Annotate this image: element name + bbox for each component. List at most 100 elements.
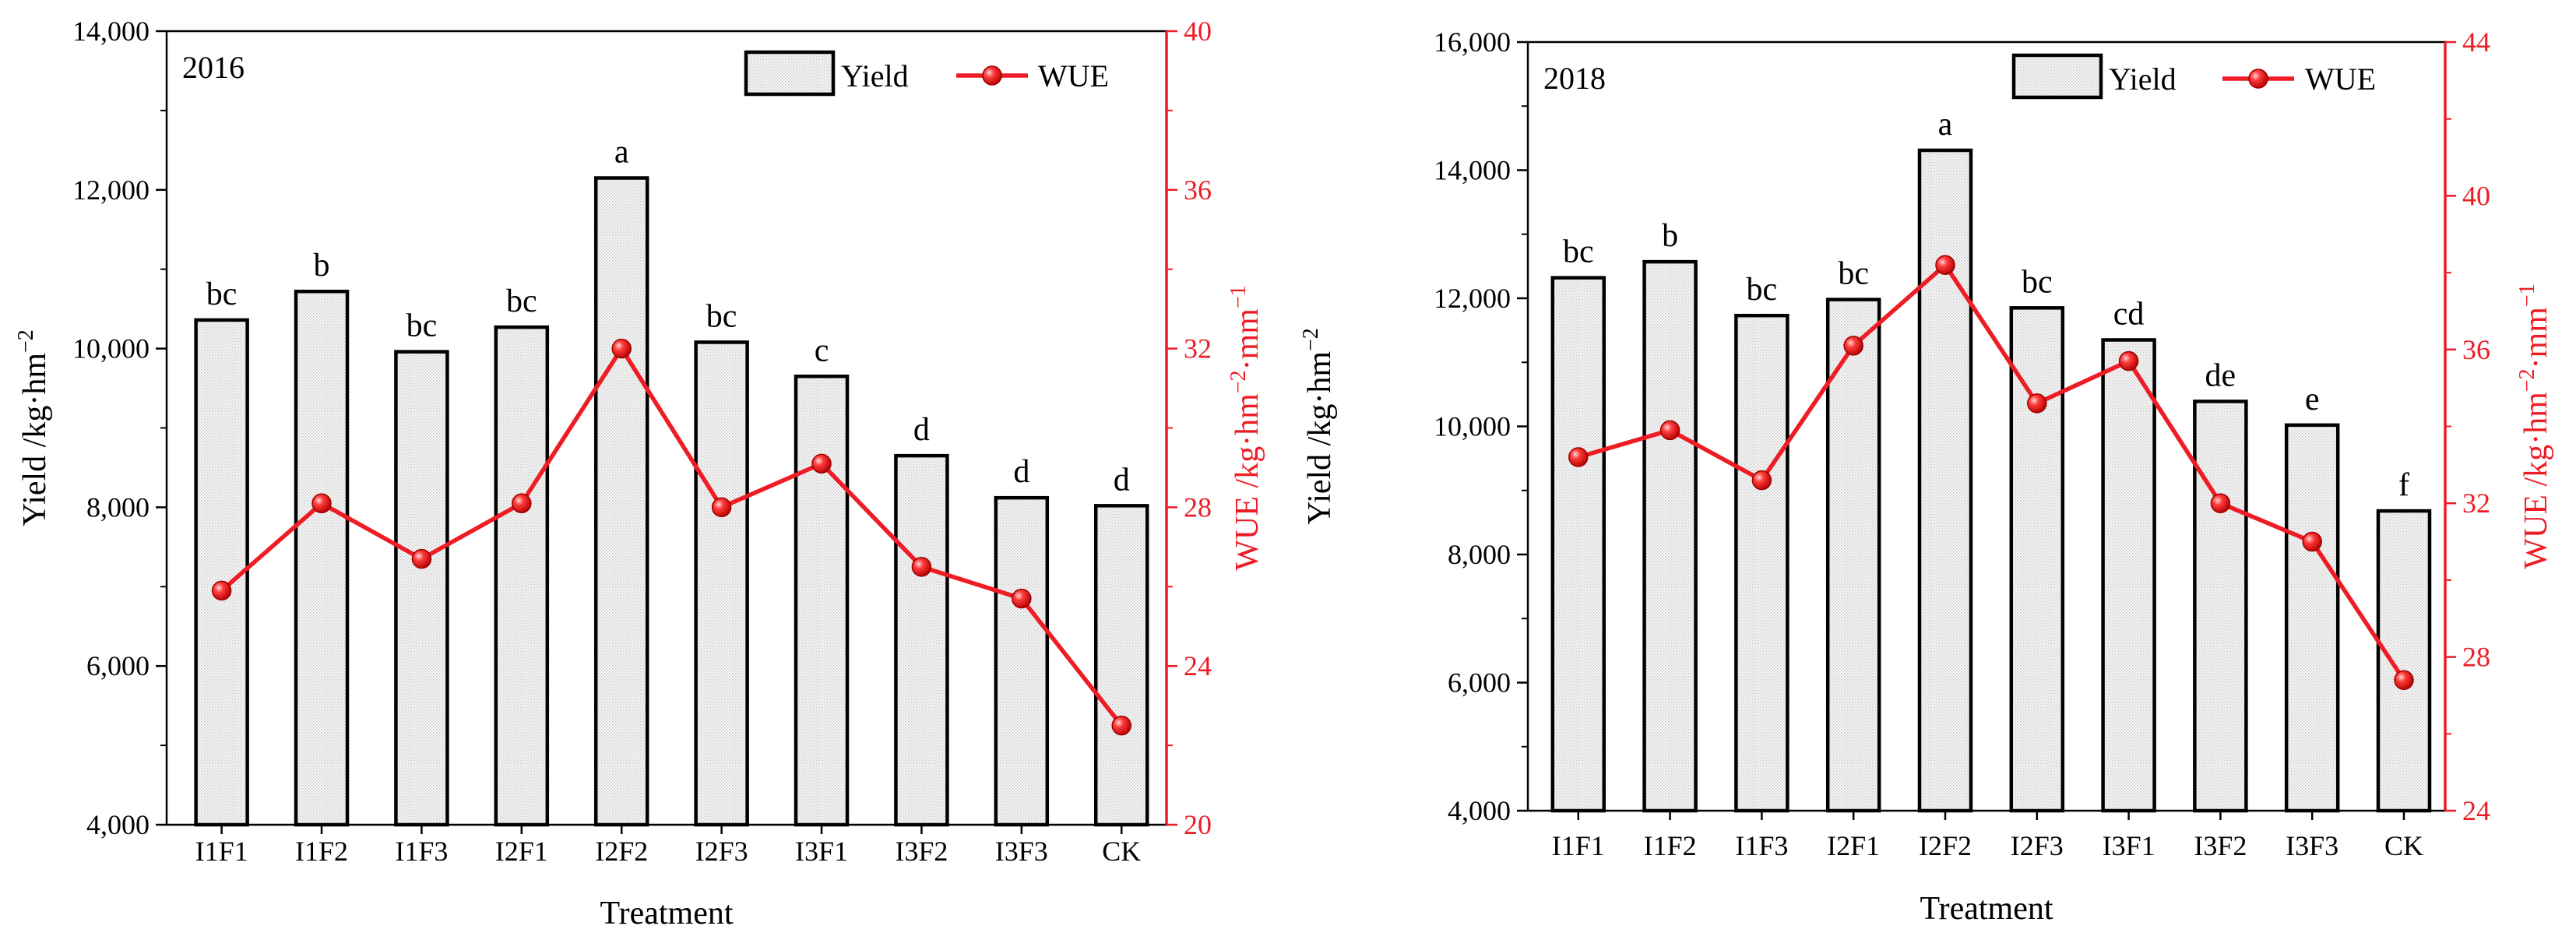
- legend-wue-label: WUE: [2305, 62, 2376, 97]
- legend-yield-label: Yield: [841, 58, 909, 93]
- y2-axis-title-main: WUE /kg·hm: [1230, 393, 1265, 571]
- wue-point-I2F3: [711, 497, 732, 518]
- significance-label-I3F1: c: [815, 333, 829, 368]
- x-tick-label-I3F2: I3F2: [2194, 830, 2247, 861]
- y2-tick-label: 40: [2462, 180, 2490, 211]
- legend-wue-marker: [982, 65, 1002, 86]
- y2-tick-label: 20: [1184, 809, 1212, 840]
- yield-bar-I2F2: [1917, 148, 1973, 813]
- x-tick-label-I1F1: I1F1: [195, 836, 248, 867]
- y-tick-label: 8,000: [86, 491, 150, 523]
- year-label: 2018: [1543, 61, 1606, 96]
- x-tick-label-I3F3: I3F3: [2286, 830, 2338, 861]
- significance-label-CK: f: [2398, 467, 2409, 503]
- significance-label-I1F2: b: [314, 248, 330, 283]
- x-tick-label-I1F3: I1F3: [395, 836, 448, 867]
- wue-point-I2F2: [1935, 255, 1955, 275]
- y-tick-label: 16,000: [1434, 26, 1511, 58]
- y-tick-label: 4,000: [86, 809, 150, 840]
- yield-bar-I1F2: [294, 289, 350, 827]
- legend-yield-label: Yield: [2109, 62, 2177, 97]
- y2-tick-label: 28: [1184, 491, 1212, 523]
- x-tick-label-I1F2: I1F2: [295, 836, 348, 867]
- yield-bar-I2F3: [694, 340, 749, 827]
- y2-tick-label: 40: [1184, 16, 1212, 47]
- x-tick-label-I3F1: I3F1: [2103, 830, 2155, 861]
- year-label: 2016: [182, 50, 245, 85]
- y2-tick-label: 44: [2462, 26, 2490, 58]
- y-tick-label: 14,000: [72, 16, 150, 47]
- chart-2016: bc b bc bc a bc c d d d 4,000 6,000 8,000 10,000 12,00…: [14, 16, 1265, 931]
- y2-tick-label: 32: [2462, 488, 2490, 519]
- yield-bar-I2F1: [494, 325, 550, 827]
- significance-label-I2F2: a: [614, 135, 629, 171]
- significance-label-I1F3: bc: [1747, 272, 1778, 308]
- wue-point-I3F2: [2210, 493, 2231, 513]
- wue-point-I1F2: [1659, 420, 1680, 441]
- wue-point-I1F3: [411, 548, 432, 569]
- wue-point-I2F3: [2027, 393, 2047, 414]
- significance-label-I3F3: d: [1013, 454, 1029, 490]
- yield-bar-I1F3: [1734, 313, 1789, 813]
- y2-tick-label: 32: [1184, 333, 1212, 364]
- significance-label-I3F2: d: [913, 412, 930, 448]
- y-axis-title: Yield /kg·hm−2: [14, 329, 53, 526]
- x-tick-label-I2F1: I2F1: [495, 836, 548, 867]
- x-tick-label-I1F3: I1F3: [1735, 830, 1788, 861]
- y2-axis-title-sup2: −1: [2515, 283, 2539, 307]
- significance-label-I2F3: bc: [2022, 264, 2053, 300]
- wue-point-I1F1: [211, 580, 232, 601]
- x-tick-label-I2F2: I2F2: [595, 836, 648, 867]
- significance-label-I3F3: e: [2305, 382, 2320, 417]
- yield-bar-I3F2: [894, 453, 949, 827]
- wue-point-I3F3: [1012, 588, 1032, 609]
- yield-bar-I1F1: [194, 318, 249, 827]
- wue-point-I1F2: [311, 493, 332, 514]
- yield-bar-CK: [1093, 504, 1149, 827]
- y-axis-title-main: Yield /kg·hm: [1302, 351, 1338, 525]
- chart-2018: bc b bc bc a bc cd de e f 4,000 6,000 8,000 10,000 12,…: [1299, 26, 2554, 927]
- wue-point-I2F1: [512, 493, 532, 514]
- y2-axis-title-mid: ·mm: [2518, 307, 2554, 369]
- y-tick-label: 6,000: [1448, 667, 1511, 699]
- x-tick-label-I2F3: I2F3: [2011, 830, 2064, 861]
- significance-label-I1F1: bc: [206, 276, 238, 312]
- x-tick-label-I3F3: I3F3: [995, 836, 1048, 867]
- significance-label-I3F1: cd: [2113, 296, 2145, 332]
- y2-tick-label: 24: [1184, 650, 1212, 681]
- yield-bar-I3F3: [994, 495, 1050, 827]
- x-tick-label-I1F2: I1F2: [1644, 830, 1697, 861]
- wue-point-I3F3: [2302, 531, 2322, 552]
- wue-point-I3F1: [811, 453, 832, 474]
- y2-axis-title-sup2: −1: [1226, 285, 1251, 308]
- legend-yield-swatch: [744, 50, 836, 97]
- y2-axis-title-main: WUE /kg·hm: [2518, 392, 2554, 569]
- yield-bar-CK: [2376, 509, 2432, 813]
- wue-point-I1F1: [1568, 447, 1589, 467]
- yield-bar-I3F1: [2101, 338, 2156, 813]
- x-axis-title: Treatment: [600, 896, 733, 931]
- significance-label-I3F2: de: [2205, 357, 2236, 393]
- y2-axis-title: WUE /kg·hm−2·mm−1: [1226, 285, 1265, 570]
- yield-bar-I1F1: [1550, 276, 1606, 813]
- yield-bar-I2F2: [593, 176, 649, 827]
- wue-point-I2F1: [1843, 336, 1863, 356]
- yield-bar-I1F3: [394, 350, 449, 827]
- wue-point-CK: [1111, 715, 1131, 736]
- y-tick-label: 4,000: [1448, 795, 1511, 826]
- wue-point-CK: [2394, 670, 2414, 690]
- legend-wue-marker: [2248, 69, 2268, 89]
- legend-wue-label: WUE: [1038, 58, 1109, 93]
- y2-axis-title-sup1: −2: [1226, 370, 1251, 393]
- wue-point-I2F2: [611, 338, 632, 359]
- y-tick-label: 12,000: [72, 174, 150, 206]
- y-axis-title-sup: −2: [1299, 328, 1323, 351]
- y-axis-title: Yield /kg·hm−2: [1299, 328, 1338, 525]
- wue-point-I3F1: [2118, 350, 2139, 371]
- x-axis-title: Treatment: [1920, 891, 2053, 927]
- wue-line: [1578, 262, 2406, 681]
- x-tick-label-CK: CK: [1102, 836, 1141, 867]
- x-tick-label-I2F1: I2F1: [1827, 830, 1880, 861]
